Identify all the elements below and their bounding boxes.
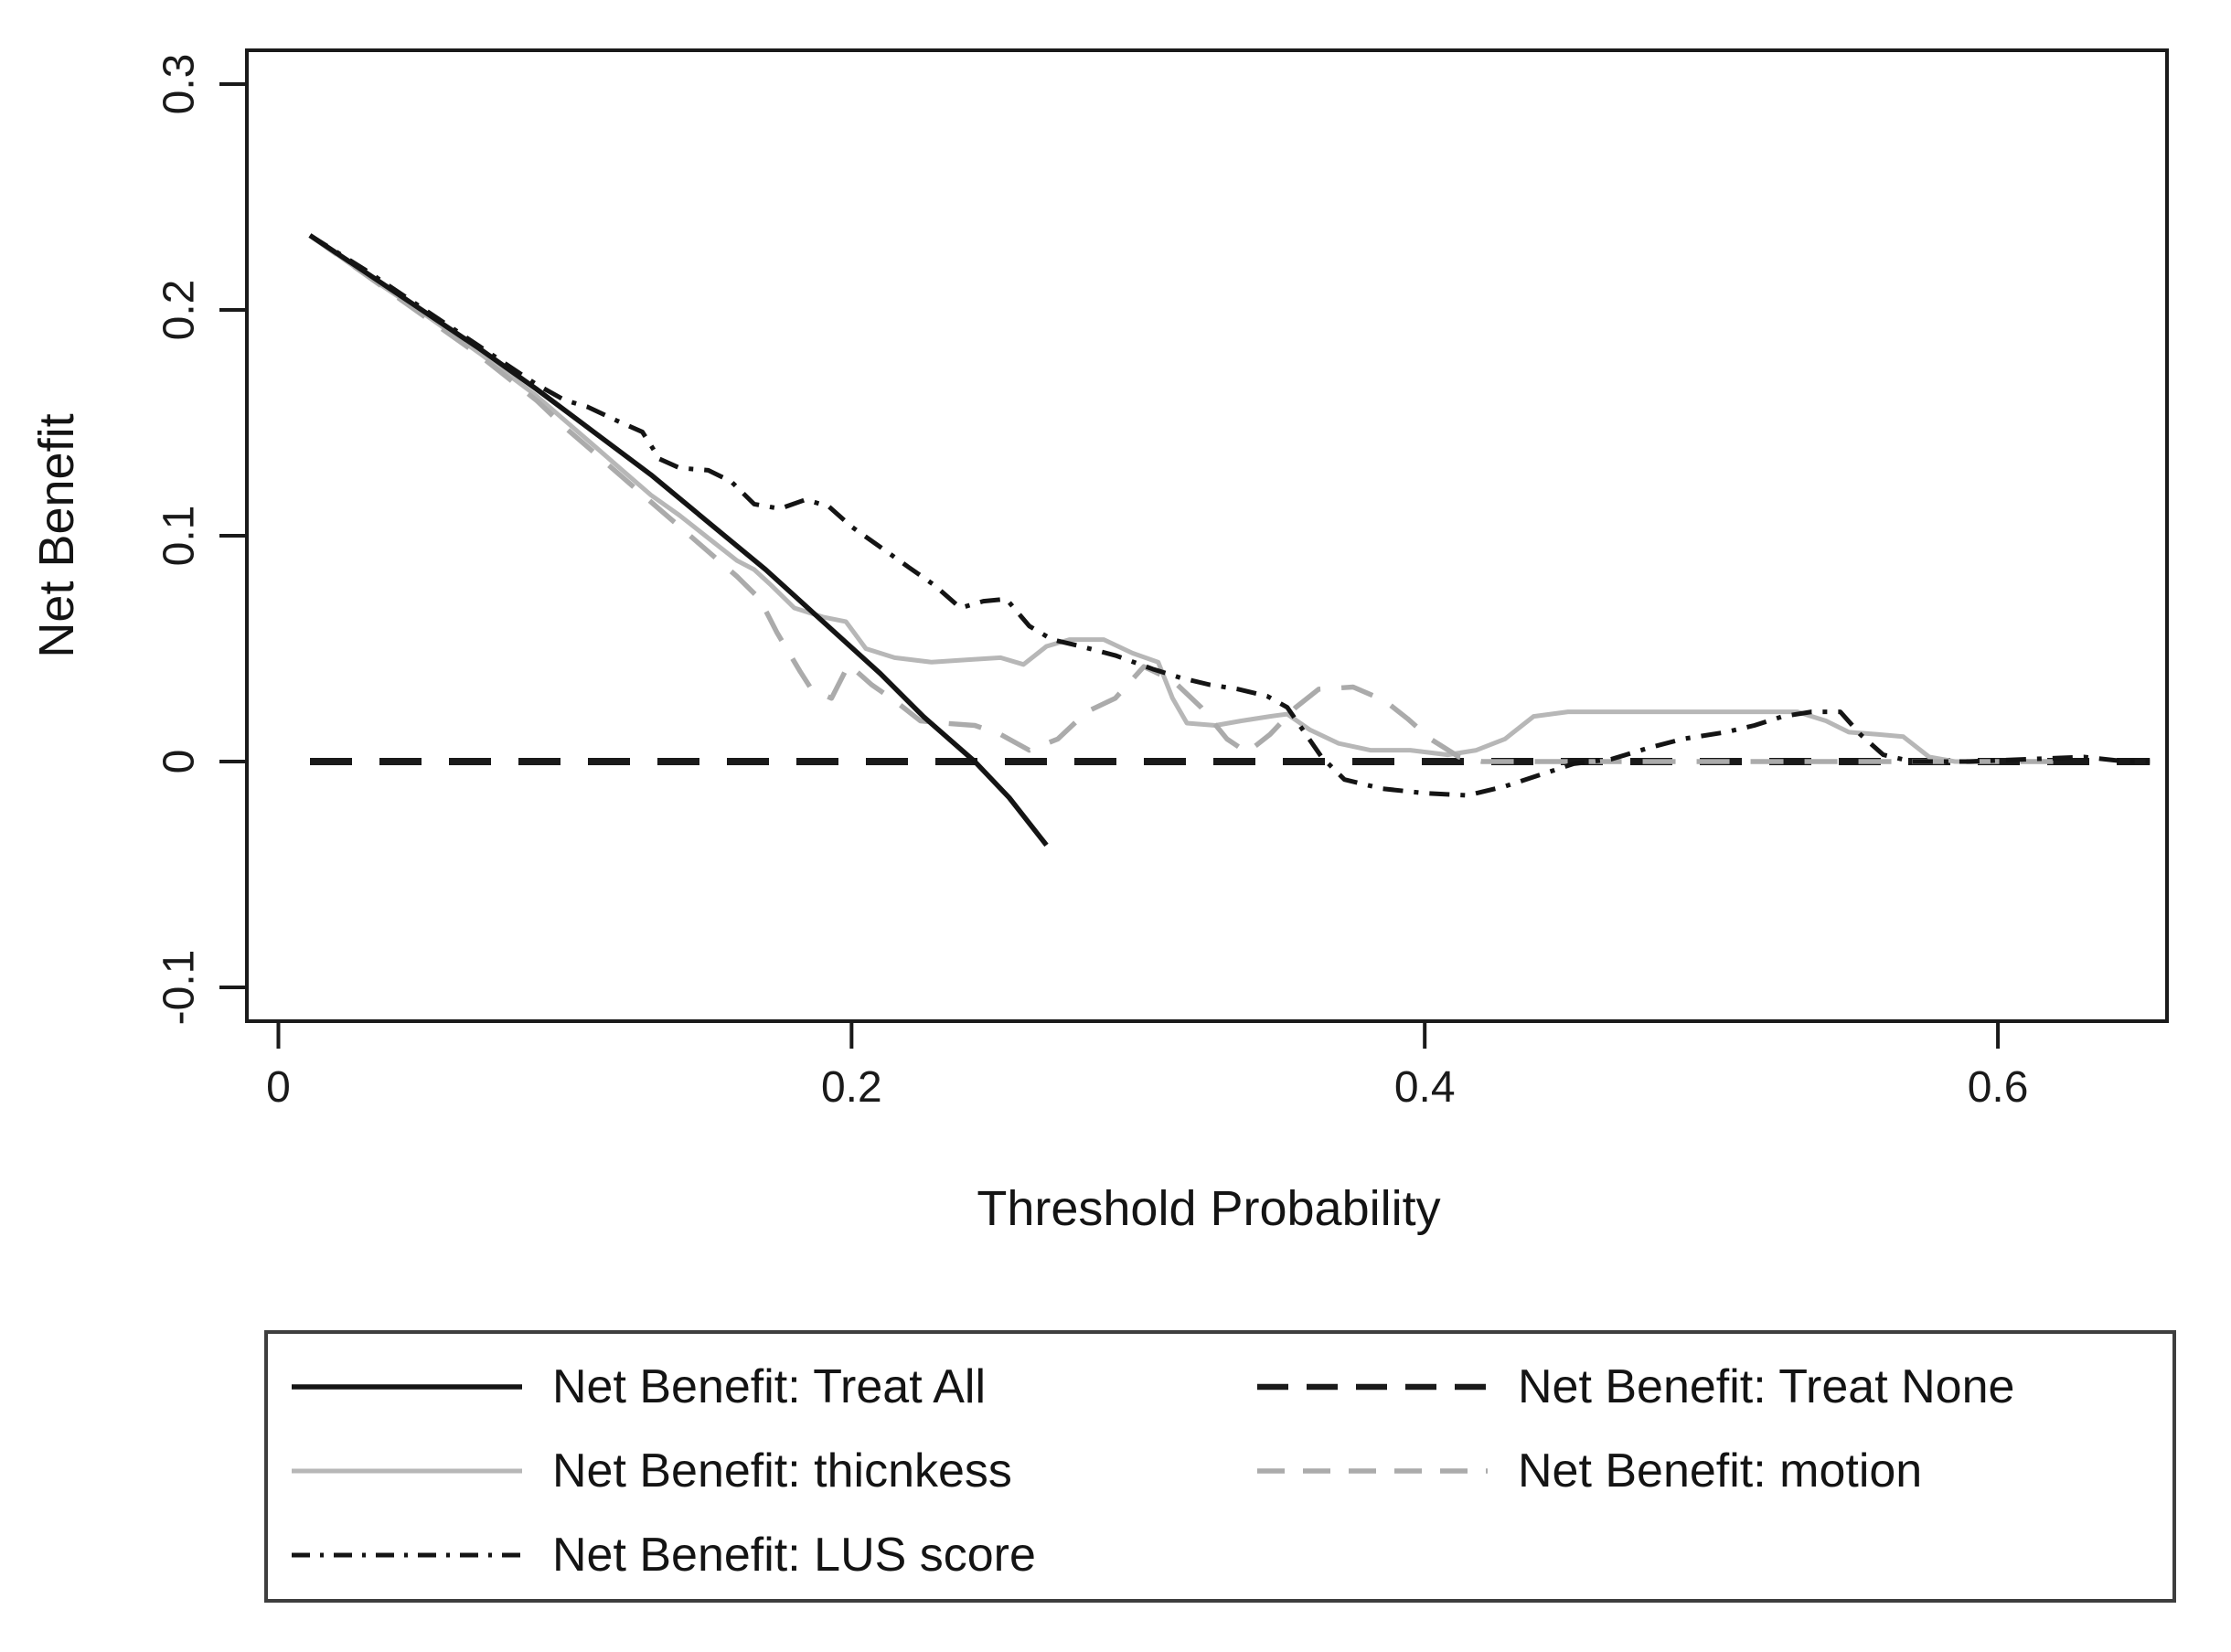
y-axis-title: Net Benefit: [29, 413, 84, 658]
y-tick-label: 0: [155, 749, 204, 774]
legend-line-sample-thickness: [292, 1468, 522, 1474]
legend-item-lus-score: Net Benefit: LUS score: [292, 1526, 1036, 1584]
legend-line-sample-treat-all: [292, 1384, 522, 1390]
series-line-thickness: [308, 233, 1999, 764]
x-tick-label: 0.2: [820, 1063, 882, 1112]
legend-box: Net Benefit: Treat All Net Benefit: Trea…: [264, 1330, 2176, 1603]
legend-line-sample-lus-score: [292, 1552, 522, 1558]
legend-item-thickness: Net Benefit: thicnkess: [292, 1442, 1012, 1500]
y-tick-label: 0.2: [155, 279, 204, 341]
series-line-treat-all: [308, 233, 1049, 847]
legend-label-motion: Net Benefit: motion: [1518, 1444, 1923, 1497]
series-line-motion: [308, 233, 2055, 764]
legend-item-treat-all: Net Benefit: Treat All: [292, 1358, 986, 1416]
y-tick-label: 0.3: [155, 53, 204, 115]
legend-item-treat-none: Net Benefit: Treat None: [1257, 1358, 2014, 1416]
plot-frame: [245, 48, 2169, 1023]
y-tick-label: 0.1: [155, 505, 204, 567]
x-tick-label: 0.4: [1393, 1063, 1456, 1112]
legend-item-motion: Net Benefit: motion: [1257, 1442, 1922, 1500]
legend-line-sample-motion: [1257, 1468, 1488, 1474]
series-line-lus-score: [308, 233, 2151, 798]
y-tick-label: -0.1: [155, 949, 204, 1026]
legend-label-lus-score: Net Benefit: LUS score: [552, 1529, 1036, 1582]
x-tick-label: 0.6: [1967, 1063, 2029, 1112]
x-axis-title: Threshold Probability: [977, 1181, 1441, 1236]
legend-label-thickness: Net Benefit: thicnkess: [552, 1444, 1012, 1497]
legend-label-treat-all: Net Benefit: Treat All: [552, 1360, 987, 1413]
x-tick-label: 0: [266, 1063, 291, 1112]
legend-line-sample-treat-none: [1257, 1383, 1488, 1391]
legend-label-treat-none: Net Benefit: Treat None: [1518, 1360, 2015, 1413]
